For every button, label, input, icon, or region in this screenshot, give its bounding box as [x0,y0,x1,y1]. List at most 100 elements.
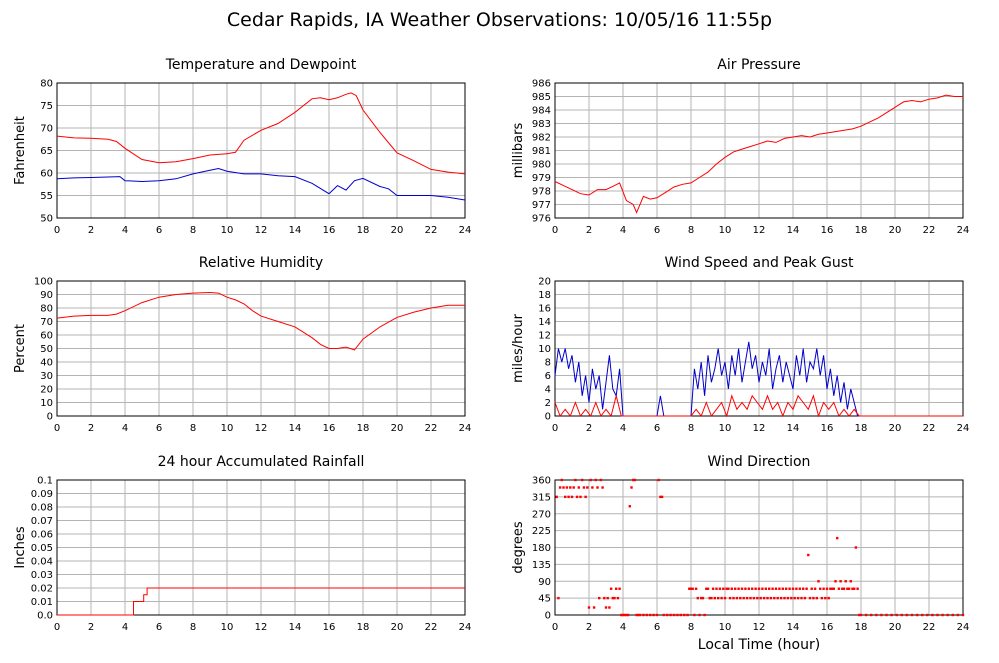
winddir-point [824,596,827,600]
winddir-point [744,587,747,590]
winddir-point [941,613,944,617]
wind-xtick-label: 12 [753,423,766,434]
winddir-xtick-label: 6 [654,622,660,633]
winddir-point [625,613,628,617]
wind-xtick-label: 6 [654,423,660,434]
winddir-point [582,486,586,489]
wind-xtick-label: 2 [586,423,592,434]
pressure-ytick-label: 983 [532,119,551,130]
winddir-ylabel: degrees [511,521,526,574]
wind-ytick-label: 8 [545,358,551,369]
humidity-xtick-label: 4 [122,423,128,434]
humidity-xtick-label: 10 [221,423,234,434]
rain-ytick-label: 0.08 [31,503,53,514]
winddir-ytick-label: 180 [532,543,551,554]
winddir-point [841,587,844,590]
humidity-series-0-line [56,291,465,351]
winddir-point [555,495,558,499]
humidity-ytick-label: 100 [34,277,53,288]
winddir-point [783,596,786,600]
pressure-ytick-label: 976 [532,214,551,225]
rain-xtick-label: 2 [88,622,94,633]
winddir-point [666,613,669,617]
temp-ytick-label: 50 [40,214,53,225]
humidity-xtick-label: 0 [54,423,60,434]
humidity-ytick-label: 30 [40,371,53,382]
winddir-point [587,606,591,609]
winddir-point [856,587,859,590]
winddir-point [800,596,803,600]
winddir-point [778,587,781,590]
pressure-ytick-label: 982 [532,133,551,144]
winddir-point [781,587,784,590]
winddir-ytick-label: 315 [532,492,551,503]
winddir-point [630,486,633,489]
wind-xtick-label: 14 [787,423,800,434]
rain-ylabel: Inches [13,526,28,568]
rain-xtick-label: 18 [357,622,370,633]
winddir-point [829,587,832,590]
winddir-point [613,596,616,600]
winddir-point [837,587,841,590]
winddir-point [796,596,800,600]
winddir-ytick-label: 225 [532,526,551,537]
winddir-point [604,606,608,609]
pressure-xtick-label: 16 [821,225,834,236]
humidity-xtick-label: 2 [88,423,94,434]
temp-ytick-label: 75 [40,101,53,112]
winddir-point [735,596,739,600]
winddir-point [609,587,613,590]
page-title: Cedar Rapids, IA Weather Observations: 1… [227,9,772,31]
winddir-point [854,546,858,549]
winddir-point [637,613,640,617]
winddir-point [722,587,725,590]
winddir-point [803,596,807,600]
winddir-point [921,613,924,617]
winddir-xtick-label: 2 [586,622,592,633]
humidity-ytick-label: 10 [40,398,53,409]
humidity-xtick-label: 22 [425,423,438,434]
wind-xtick-label: 0 [552,423,558,434]
winddir-point [768,587,771,590]
winddir-point [808,596,812,600]
wind-xtick-label: 24 [957,423,970,434]
pressure-ytick-label: 986 [532,79,551,90]
winddir-point [706,587,710,590]
winddir-point [694,587,698,590]
temp-series-0-line [56,92,466,175]
wind-xtick-label: 4 [620,423,626,434]
winddir-point [657,478,660,482]
winddir-point [577,486,580,489]
winddir-point [864,613,868,617]
winddir-xtick-label: 10 [719,622,732,633]
winddir-point [817,580,820,583]
winddir-point [885,613,888,617]
winddir-point [793,596,796,600]
pressure-xtick-label: 0 [552,225,558,236]
winddir-xlabel: Local Time (hour) [698,637,820,653]
winddir-point [827,596,830,600]
humidity-xtick-label: 24 [459,423,472,434]
winddir-point [859,613,863,617]
winddir-point [830,587,834,590]
rain-xtick-label: 0 [54,622,60,633]
winddir-point [905,613,909,617]
winddir-point [779,596,783,600]
pressure-ytick-label: 979 [532,173,551,184]
winddir-point [621,613,625,617]
humidity-ylabel: Percent [13,324,28,373]
winddir-point [584,495,587,499]
pressure-xtick-label: 2 [586,225,592,236]
temp-frame [56,82,466,219]
pressure-xtick-label: 20 [889,225,902,236]
winddir-point [795,587,798,590]
winddir-point [708,596,711,600]
winddir-point [754,587,757,590]
winddir-point [776,596,779,600]
temp-xtick-label: 24 [459,225,472,236]
winddir-point [717,596,720,600]
